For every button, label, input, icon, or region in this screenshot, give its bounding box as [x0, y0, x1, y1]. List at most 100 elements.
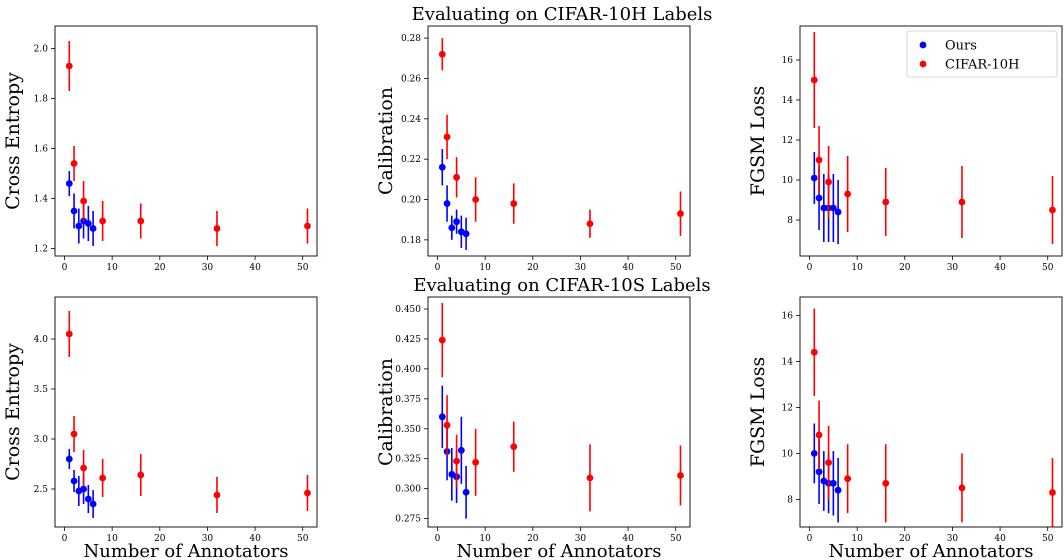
- data-point: [84, 495, 92, 503]
- y-tick-label: 8: [787, 216, 793, 226]
- legend-marker: [919, 41, 927, 49]
- data-point: [462, 488, 470, 496]
- chart-panel: 0 10 20 30 40 50 1.2 1.4 1.6 1.8 2.0 Cross Entropy: [2, 25, 318, 273]
- x-tick-label: 30: [575, 263, 587, 273]
- y-tick-label: 4.0: [34, 335, 49, 345]
- data-point: [825, 459, 832, 466]
- data-point: [304, 222, 311, 230]
- data-point: [810, 348, 818, 356]
- y-tick-label: 0.375: [395, 395, 421, 405]
- y-tick-label: 0.325: [395, 455, 421, 465]
- x-tick-label: 20: [154, 263, 166, 273]
- y-axis-label: FGSM Loss: [747, 86, 769, 196]
- data-point: [510, 200, 518, 207]
- data-point: [99, 474, 107, 482]
- chart-panel: 0 10 20 30 40 50 8 10 12 14 16 FGSM Loss Ours CIFAR-1…: [747, 25, 1063, 273]
- data-point: [453, 218, 460, 226]
- data-point: [443, 133, 451, 141]
- x-tick-label: 30: [202, 263, 214, 273]
- row-title-bottom: Evaluating on CIFAR-10S Labels: [413, 275, 710, 296]
- x-axis-label: Number of Annotators: [456, 541, 661, 560]
- data-point: [810, 174, 818, 182]
- y-tick-label: 0.18: [401, 236, 421, 246]
- x-tick-label: 0: [62, 263, 68, 273]
- data-point: [213, 491, 221, 499]
- axes-frame: [54, 296, 318, 528]
- y-tick-label: 0.26: [401, 74, 421, 84]
- data-point: [1049, 206, 1056, 214]
- data-point: [65, 180, 73, 187]
- x-tick-label: 50: [297, 534, 309, 544]
- x-tick-label: 0: [62, 534, 68, 544]
- x-tick-label: 40: [994, 534, 1006, 544]
- data-layer: [65, 41, 311, 246]
- y-tick-label: 14: [782, 96, 794, 106]
- data-point: [820, 204, 828, 212]
- data-point: [443, 200, 451, 207]
- data-point: [829, 479, 837, 487]
- data-point: [472, 196, 480, 203]
- data-layer: [438, 38, 684, 250]
- y-tick-label: 0.350: [395, 425, 421, 435]
- data-point: [510, 443, 518, 451]
- x-tick-label: 20: [154, 534, 166, 544]
- legend-label: CIFAR-10H: [945, 58, 1019, 73]
- data-point: [80, 197, 87, 205]
- data-point: [70, 430, 78, 438]
- data-point: [457, 446, 465, 454]
- y-tick-label: 1.4: [34, 195, 49, 205]
- row-title-top: Evaluating on CIFAR-10H Labels: [412, 4, 713, 25]
- data-point: [453, 173, 460, 181]
- y-tick-label: 0.20: [401, 196, 421, 206]
- x-tick-label: 40: [622, 263, 634, 273]
- y-tick-label: 0.300: [395, 485, 421, 495]
- y-tick-label: 16: [782, 56, 794, 66]
- chart-panel: 0 10 20 30 40 50 8 10 12 14 16 FGSM Loss Number of A…: [747, 296, 1063, 560]
- y-tick-label: 0.425: [395, 335, 421, 345]
- data-point: [882, 479, 890, 487]
- x-tick-label: 30: [575, 534, 587, 544]
- x-tick-label: 20: [527, 534, 539, 544]
- y-tick-label: 10: [782, 176, 794, 186]
- data-point: [472, 458, 480, 466]
- data-point: [80, 464, 87, 472]
- y-tick-label: 0.275: [395, 515, 421, 525]
- chart-panel: 0 10 20 30 40 50 0.18 0.20 0.22 0.24 0.26 0.28 Calib…: [375, 25, 691, 273]
- data-point: [65, 62, 73, 70]
- x-tick-label: 10: [479, 534, 491, 544]
- legend-box: [906, 30, 1058, 78]
- data-point: [1049, 489, 1056, 496]
- x-tick-label: 50: [670, 263, 682, 273]
- data-layer: [810, 308, 1056, 527]
- data-point: [677, 210, 684, 218]
- y-tick-label: 0.450: [395, 305, 421, 315]
- y-tick-label: 3.0: [34, 435, 49, 445]
- x-tick-label: 10: [851, 263, 863, 273]
- x-tick-label: 40: [622, 534, 634, 544]
- y-axis-label: Cross Entropy: [2, 343, 24, 481]
- x-tick-label: 20: [527, 263, 539, 273]
- x-tick-label: 20: [899, 534, 911, 544]
- data-point: [810, 76, 818, 84]
- data-point: [304, 489, 311, 497]
- data-point: [453, 457, 460, 465]
- x-tick-label: 50: [1042, 534, 1054, 544]
- x-tick-label: 0: [435, 534, 441, 544]
- y-axis-label: Cross Entropy: [2, 72, 24, 210]
- data-point: [70, 160, 78, 167]
- y-tick-label: 2.0: [34, 45, 49, 55]
- data-point: [448, 224, 456, 232]
- data-point: [844, 475, 852, 483]
- data-point: [586, 220, 594, 228]
- data-point: [815, 156, 823, 164]
- x-tick-label: 50: [670, 534, 682, 544]
- data-point: [438, 413, 446, 421]
- legend-marker: [919, 60, 927, 68]
- data-point: [438, 163, 446, 171]
- x-tick-label: 40: [249, 534, 261, 544]
- x-tick-label: 30: [947, 263, 959, 273]
- data-point: [844, 190, 852, 198]
- x-axis-label: Number of Annotators: [828, 541, 1033, 560]
